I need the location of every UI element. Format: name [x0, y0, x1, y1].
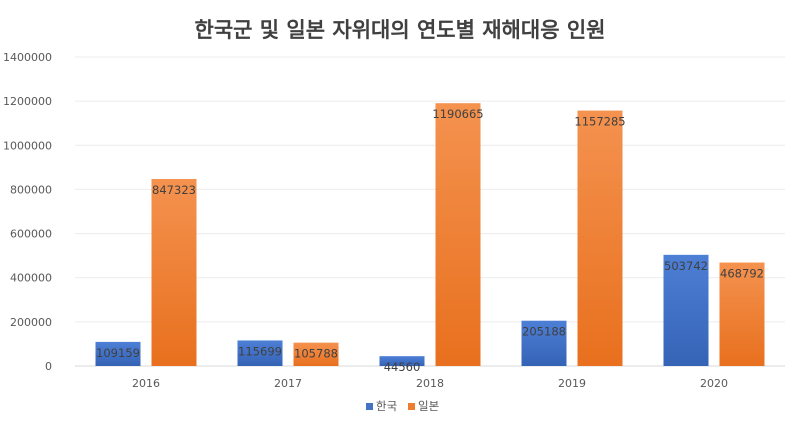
data-label: 109159 — [96, 346, 140, 360]
x-tick-label: 2017 — [274, 377, 302, 390]
y-tick-label: 0 — [45, 360, 52, 373]
legend-label: 한국 — [376, 399, 397, 413]
y-tick-label: 1000000 — [3, 139, 52, 152]
bar-japan-2018 — [435, 103, 481, 367]
legend-label: 일본 — [418, 399, 439, 413]
data-labels: 109159 847323 115699 105788 44560 1190665 2051… — [96, 107, 764, 374]
data-label: 503742 — [664, 259, 708, 273]
y-tick-label: 400000 — [10, 272, 52, 285]
x-tick-label: 2018 — [416, 377, 444, 390]
x-tick-label: 2016 — [132, 377, 160, 390]
bar-korea-2017 — [237, 340, 283, 366]
bar-korea-2018 — [379, 356, 425, 366]
data-label: 205188 — [522, 325, 566, 339]
data-label: 105788 — [294, 347, 338, 361]
bar-korea-2019 — [521, 320, 567, 366]
data-label: 847323 — [152, 183, 196, 197]
legend-swatch — [408, 403, 415, 410]
x-axis-ticks: 2016 2017 2018 2019 2020 — [132, 377, 728, 390]
bar-korea-2020 — [663, 254, 709, 366]
chart-title: 한국군 및 일본 자위대의 연도별 재해대응 인원 — [195, 18, 606, 42]
bar-japan-2019 — [577, 110, 623, 366]
y-tick-label: 200000 — [10, 316, 52, 329]
bar-japan-2020 — [719, 262, 765, 366]
bar-japan-2016 — [151, 178, 197, 366]
y-tick-label: 1400000 — [3, 51, 52, 64]
y-tick-label: 600000 — [10, 228, 52, 241]
legend-swatch — [366, 403, 373, 410]
y-axis-ticks: 0 200000 400000 600000 800000 1000000 1200000 1… — [3, 51, 52, 373]
bar-japan-2017 — [293, 342, 339, 366]
data-label: 115699 — [238, 344, 282, 358]
bar-korea-2016 — [95, 341, 141, 366]
bars — [95, 103, 765, 367]
x-tick-label: 2019 — [558, 377, 586, 390]
y-tick-label: 1200000 — [3, 95, 52, 108]
data-label: 1157285 — [574, 115, 625, 129]
data-label: 1190665 — [432, 107, 483, 121]
y-tick-label: 800000 — [10, 183, 52, 196]
data-label: 44560 — [384, 360, 421, 374]
data-label: 468792 — [720, 267, 764, 281]
x-tick-label: 2020 — [700, 377, 728, 390]
legend: 한국 일본 — [366, 399, 439, 413]
